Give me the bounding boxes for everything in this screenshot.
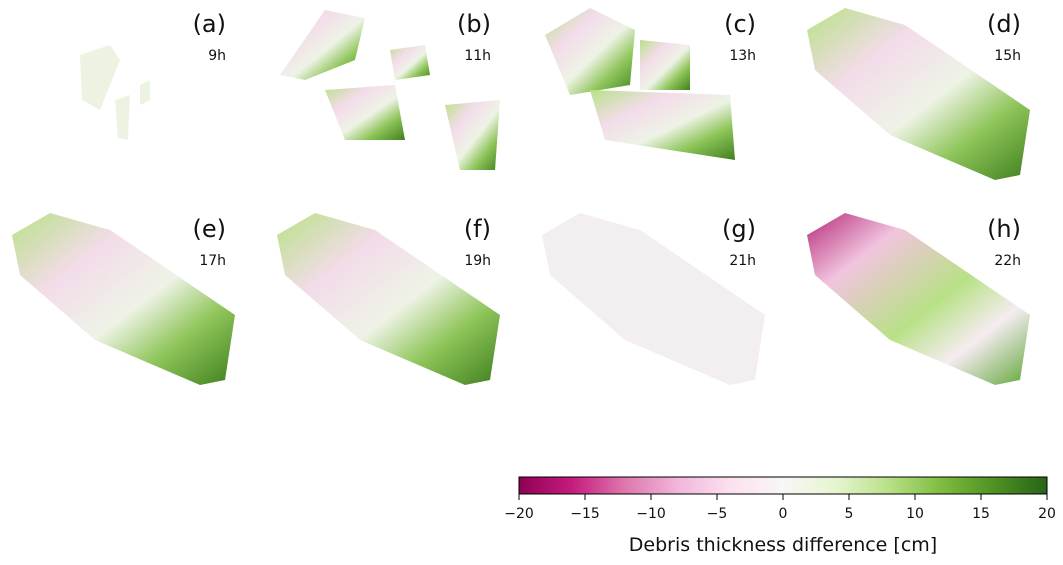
panel: (g) 21h: [542, 213, 765, 385]
panel: (e) 17h: [12, 213, 235, 385]
panel-label: (b): [457, 10, 491, 38]
map-area: [80, 45, 120, 110]
panel-time: 21h: [729, 253, 756, 269]
panel: (d) 15h: [807, 8, 1030, 180]
map-area: [325, 85, 405, 140]
panel-time: 17h: [199, 253, 226, 269]
panel-time: 9h: [208, 48, 226, 64]
panel-label: (c): [724, 10, 756, 38]
panel-time: 11h: [464, 48, 491, 64]
x-tick-label: 0: [779, 506, 788, 522]
panel: (b) 11h: [280, 10, 500, 170]
panel-label: (g): [722, 215, 756, 243]
panel: (f) 19h: [277, 213, 500, 385]
panels: (a) 9h (b) 11h (c) 13h (d) 15h (e) 17h (f) 19h (g) 21…: [12, 8, 1030, 385]
colorbar: [519, 477, 1047, 494]
panel-label: (h): [987, 215, 1021, 243]
map-area: [280, 10, 365, 80]
panel-time: 13h: [729, 48, 756, 64]
map-area: [390, 45, 430, 80]
x-tick-label: 5: [845, 506, 854, 522]
panel-label: (d): [987, 10, 1021, 38]
map-area: [445, 100, 500, 170]
x-tick-label: −10: [636, 506, 666, 522]
panel: (c) 13h: [545, 8, 756, 160]
map-area: [140, 80, 150, 105]
map-area: [115, 95, 130, 140]
panel: (h) 22h: [807, 213, 1030, 385]
x-tick-label: 15: [972, 506, 990, 522]
map-area: [545, 8, 635, 95]
panel: (a) 9h: [80, 10, 226, 140]
panel-time: 15h: [994, 48, 1021, 64]
x-tick-label: −15: [570, 506, 600, 522]
panel-time: 19h: [464, 253, 491, 269]
x-tick-label: 10: [906, 506, 924, 522]
panel-label: (a): [193, 10, 226, 38]
x-tick-label: −20: [504, 506, 534, 522]
panel-time: 22h: [994, 253, 1021, 269]
panel-label: (f): [464, 215, 491, 243]
map-area: [590, 90, 735, 160]
map-area: [640, 40, 690, 90]
panel-label: (e): [193, 215, 227, 243]
figure: (a) 9h (b) 11h (c) 13h (d) 15h (e) 17h (f) 19h (g) 21…: [0, 0, 1063, 565]
x-tick-label: 20: [1038, 506, 1056, 522]
colorbar-label: Debris thickness difference [cm]: [629, 534, 937, 556]
x-tick-label: −5: [707, 506, 728, 522]
